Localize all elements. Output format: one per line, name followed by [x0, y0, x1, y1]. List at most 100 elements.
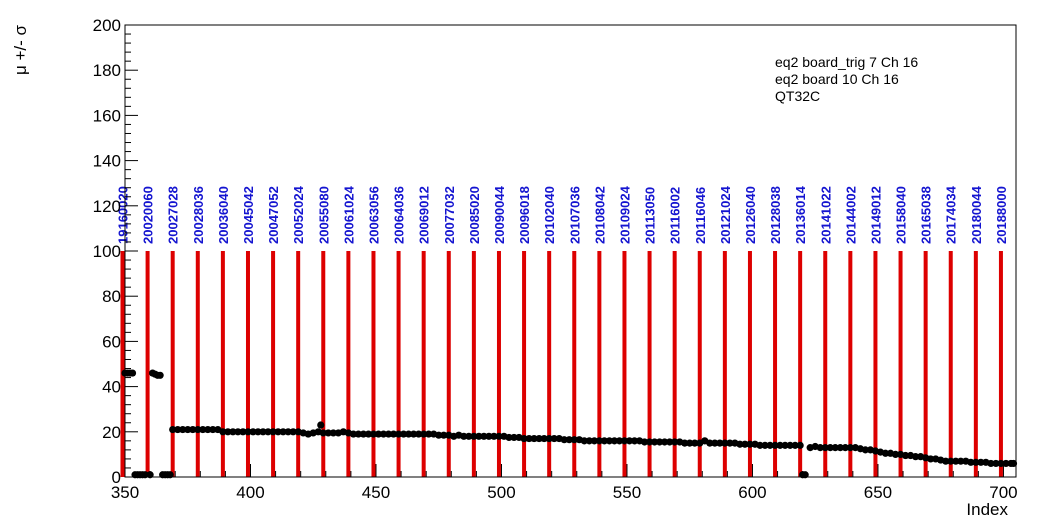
data-point [359, 430, 368, 438]
data-point [184, 425, 192, 434]
data-point [485, 432, 493, 440]
data-point [264, 428, 272, 436]
data-point [640, 438, 649, 446]
run-label: 20020060 [141, 186, 156, 244]
data-point [384, 430, 393, 438]
data-point [1009, 459, 1018, 468]
data-point [816, 444, 824, 452]
x-tick-label: 650 [864, 483, 892, 502]
data-point [425, 430, 433, 438]
run-label: 20165038 [919, 186, 934, 244]
data-point [204, 425, 212, 434]
run-label: 19160020 [115, 186, 130, 244]
x-tick-label: 550 [613, 483, 641, 502]
run-label: 20077032 [442, 186, 457, 244]
data-point [415, 430, 423, 438]
data-point [656, 438, 664, 446]
run-label: 20090044 [492, 185, 507, 244]
data-point [786, 441, 794, 449]
data-point [545, 434, 553, 443]
run-label: 20121024 [718, 185, 733, 244]
data-point [891, 450, 900, 458]
run-label: 20055080 [316, 186, 331, 244]
x-axis: 350 400 450 500 550 600 650 700 [111, 464, 1018, 502]
data-point [957, 457, 965, 465]
run-label: 20113050 [643, 187, 658, 244]
run-label: 20141022 [818, 186, 833, 244]
data-point [671, 438, 679, 446]
y-axis: 0 20 40 60 80 100 120 140 160 180 200 [93, 16, 138, 487]
data-point [349, 430, 357, 438]
data-point [394, 430, 403, 438]
data-point [169, 425, 177, 434]
data-point [560, 436, 568, 444]
run-label: 20096018 [517, 186, 532, 244]
data-point [711, 439, 719, 447]
data-point [550, 434, 558, 443]
data-point [510, 433, 518, 442]
y-tick-label: 40 [102, 378, 121, 397]
run-label: 20107036 [567, 186, 582, 244]
data-point [279, 428, 287, 436]
y-tick-label: 160 [93, 106, 121, 125]
data-point [821, 444, 829, 452]
data-point [364, 430, 373, 438]
data-point [620, 437, 629, 445]
data-point [369, 430, 378, 438]
data-point [686, 439, 694, 447]
data-point [284, 428, 292, 436]
data-point [645, 438, 654, 446]
data-point [174, 425, 182, 434]
data-point [927, 455, 935, 463]
run-label: 20036040 [216, 186, 231, 244]
data-point [209, 425, 217, 434]
data-point [766, 441, 774, 449]
run-label: 20144002 [843, 186, 858, 244]
data-point [746, 440, 754, 448]
data-point [480, 432, 488, 440]
data-point [972, 458, 980, 466]
run-label: 20061024 [341, 185, 356, 244]
x-tick-label: 400 [236, 483, 264, 502]
data-point [399, 430, 408, 438]
data-point [354, 430, 363, 438]
data-point [756, 441, 764, 449]
data-point [600, 437, 608, 445]
data-point [475, 432, 483, 440]
data-point [630, 437, 639, 445]
y-axis-title: μ +/- σ [11, 24, 30, 75]
data-point [836, 444, 844, 452]
data-point [540, 434, 548, 443]
data-point [861, 446, 870, 454]
data-point [605, 437, 614, 445]
data-point [219, 428, 227, 436]
data-point [791, 441, 799, 449]
data-point [274, 428, 282, 436]
y-tick-label: 0 [112, 468, 121, 487]
run-marker-lines [120, 251, 1003, 477]
run-label: 20027028 [166, 186, 181, 244]
data-point [741, 440, 749, 448]
data-point [505, 433, 513, 442]
data-point [947, 457, 955, 465]
data-point [610, 437, 619, 445]
data-point [244, 428, 252, 436]
data-point [771, 441, 779, 449]
data-point [912, 453, 920, 461]
data-point [977, 458, 985, 466]
x-tick-label: 700 [989, 483, 1017, 502]
x-tick-label: 450 [362, 483, 390, 502]
run-label: 20045042 [241, 186, 256, 244]
data-point [410, 430, 418, 438]
run-label: 20063056 [366, 186, 381, 244]
data-point [490, 432, 498, 440]
run-label: 20102040 [542, 186, 557, 244]
data-point [224, 428, 232, 436]
data-point [199, 425, 207, 434]
data-point [661, 438, 669, 446]
data-point [595, 437, 603, 445]
legend-line-3: QT32C [775, 88, 820, 104]
data-point [776, 441, 784, 449]
data-point [460, 432, 468, 440]
data-point [525, 434, 533, 443]
